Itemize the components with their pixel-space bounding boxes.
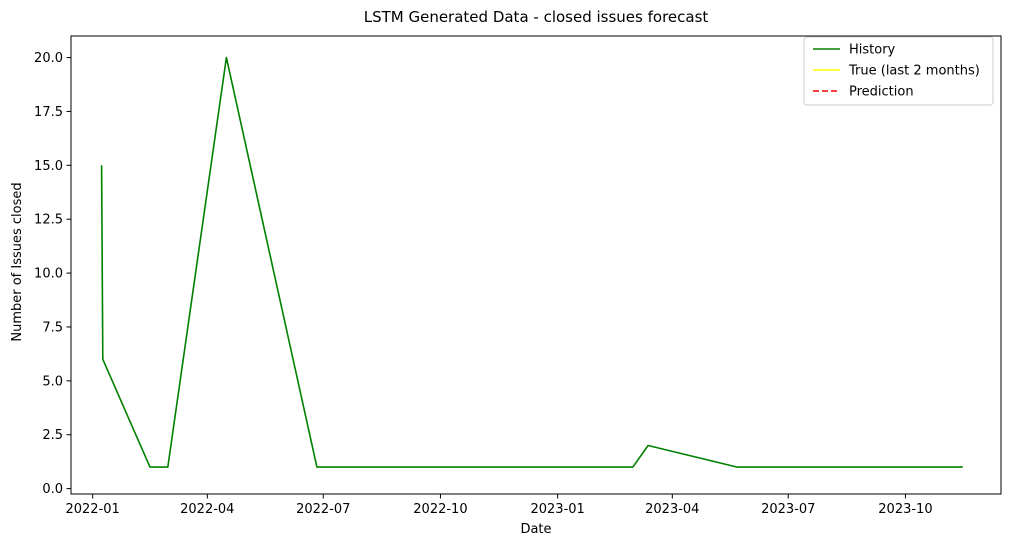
x-tick-label: 2022-10 (413, 502, 467, 517)
legend: History True (last 2 months) Prediction (803, 36, 994, 106)
y-tick-label: 0.0 (42, 482, 63, 497)
x-tick-label: 2022-07 (296, 502, 350, 517)
y-axis: 0.0 2.5 5.0 7.5 10.0 12.5 15.0 17.5 20.0 (34, 51, 71, 497)
y-axis-label: Number of Issues closed (10, 182, 25, 341)
x-tick-label: 2023-01 (530, 502, 584, 517)
x-axis: 2022-01 2022-04 2022-07 2022-10 2023-01 2023-… (65, 494, 933, 517)
y-tick-label: 17.5 (34, 105, 63, 120)
plot-frame (70, 35, 1002, 495)
x-tick-label: 2023-04 (645, 502, 699, 517)
legend-label: Prediction (849, 85, 914, 100)
chart-title: LSTM Generated Data - closed issues fore… (364, 8, 709, 26)
legend-label: History (849, 43, 896, 58)
y-tick-label: 7.5 (42, 320, 63, 335)
x-tick-label: 2022-04 (180, 502, 234, 517)
legend-box (803, 36, 994, 106)
y-tick-label: 20.0 (34, 51, 63, 66)
x-axis-label: Date (520, 522, 551, 537)
series-line-history (100, 56, 963, 468)
x-tick-label: 2022-01 (65, 502, 119, 517)
legend-label: True (last 2 months) (848, 64, 980, 79)
y-tick-label: 2.5 (42, 428, 63, 443)
x-tick-label: 2023-10 (878, 502, 932, 517)
y-tick-label: 12.5 (34, 213, 63, 228)
y-tick-label: 10.0 (34, 267, 63, 282)
x-tick-label: 2023-07 (761, 502, 815, 517)
y-tick-label: 5.0 (42, 374, 63, 389)
y-tick-label: 15.0 (34, 159, 63, 174)
